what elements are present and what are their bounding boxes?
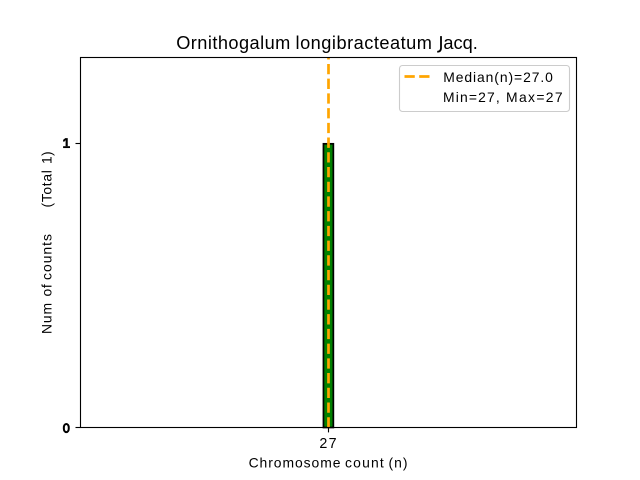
svg-text:(n): (n) bbox=[389, 455, 409, 471]
svg-text:1): 1) bbox=[39, 151, 55, 164]
svg-text:acq.: acq. bbox=[443, 33, 477, 53]
svg-text:Ornithogalum: Ornithogalum bbox=[176, 33, 291, 53]
svg-text:Chromosome: Chromosome bbox=[249, 455, 342, 471]
svg-text:counts: counts bbox=[39, 233, 55, 280]
svg-text:(Total: (Total bbox=[39, 170, 55, 208]
svg-text:Median(n)=27.0: Median(n)=27.0 bbox=[443, 69, 554, 85]
svg-text:Num: Num bbox=[39, 302, 55, 334]
svg-text:longibracteatum: longibracteatum bbox=[296, 33, 433, 53]
svg-text:Max=27: Max=27 bbox=[506, 89, 564, 105]
svg-text:of: of bbox=[39, 284, 55, 297]
svg-text:Min=27,: Min=27, bbox=[443, 89, 501, 105]
svg-text:27: 27 bbox=[319, 436, 338, 452]
svg-text:count: count bbox=[345, 455, 385, 471]
